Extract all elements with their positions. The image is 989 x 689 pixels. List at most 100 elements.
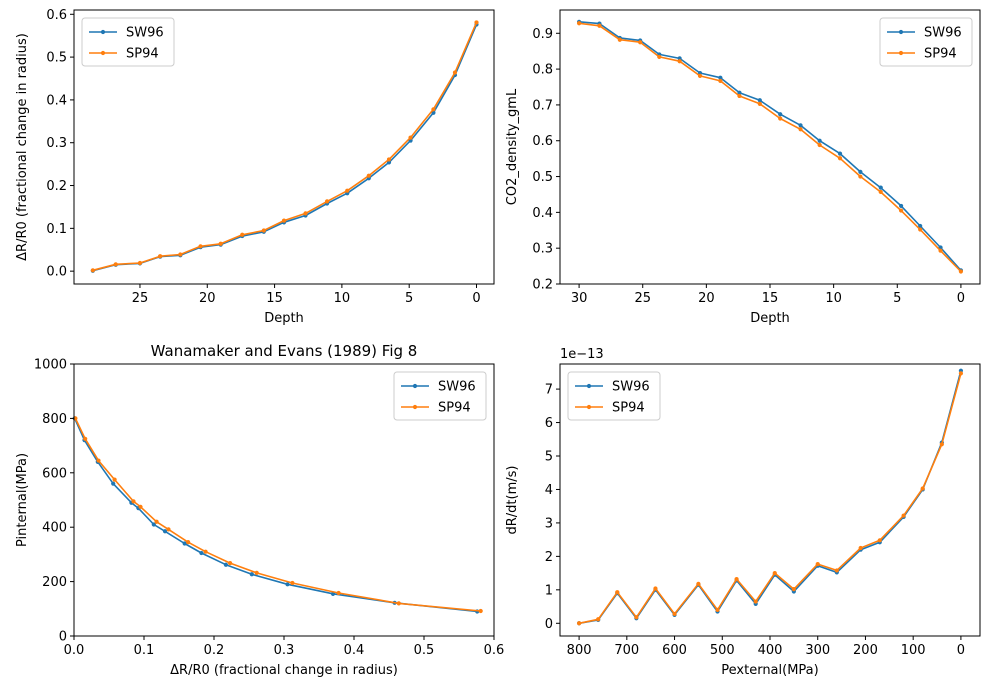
data-point xyxy=(178,252,183,257)
data-point xyxy=(877,538,882,543)
data-point xyxy=(715,607,720,613)
data-point xyxy=(408,135,413,140)
data-point xyxy=(858,169,863,174)
legend-label-sw96: SW96 xyxy=(126,26,164,41)
x-tick-label: 700 xyxy=(614,643,639,658)
data-point xyxy=(958,269,964,274)
data-point xyxy=(918,227,923,232)
data-point xyxy=(837,151,843,156)
x-tick-label: 500 xyxy=(710,643,735,658)
data-point xyxy=(345,188,350,193)
data-point xyxy=(837,156,843,161)
x-axis-label: ΔR/R0 (fractional change in radius) xyxy=(170,663,398,678)
y-axis-label: CO2_density_gmL xyxy=(505,88,520,205)
data-point xyxy=(697,73,703,79)
y-tick-label: 3 xyxy=(545,516,553,531)
x-tick-label: 15 xyxy=(266,291,283,306)
x-tick-label: 0 xyxy=(957,643,965,658)
legend: SW96 SP94 xyxy=(393,371,487,421)
legend-marker xyxy=(898,50,904,56)
legend-marker xyxy=(100,29,106,35)
x-tick-label: 0.3 xyxy=(274,643,295,658)
data-point xyxy=(131,499,136,504)
legend-marker xyxy=(586,383,592,389)
data-point xyxy=(791,587,796,592)
data-point xyxy=(111,481,116,486)
data-point xyxy=(778,116,783,121)
data-point xyxy=(958,371,964,376)
x-tick-label: 20 xyxy=(698,291,715,306)
legend-box xyxy=(393,371,487,421)
y-tick-label: 600 xyxy=(42,466,67,481)
x-tick-label: 25 xyxy=(132,291,149,306)
data-point xyxy=(878,185,883,190)
data-point xyxy=(281,218,287,223)
data-point xyxy=(452,70,458,75)
legend-marker xyxy=(586,404,592,410)
x-tick-label: 600 xyxy=(662,643,687,658)
legend-marker xyxy=(412,383,418,389)
data-point xyxy=(597,23,602,28)
data-point xyxy=(753,599,758,604)
y-tick-label: 0 xyxy=(59,630,67,645)
data-point xyxy=(918,223,923,229)
data-point xyxy=(162,529,168,534)
data-point xyxy=(366,173,371,178)
legend: SW96 SP94 xyxy=(81,17,175,67)
data-point xyxy=(757,101,762,106)
data-point xyxy=(898,203,904,209)
data-point xyxy=(254,570,259,575)
data-point xyxy=(112,477,117,482)
chart-panel-2: 30 25 20 15 10 5 0 0.2 0.3 0.4 0.5 0.6 0.7 0.8 0.9 Dept… xyxy=(505,9,981,326)
x-axis-label: Pexternal(MPa) xyxy=(721,663,818,678)
legend-label-sp94: SP94 xyxy=(438,401,471,416)
legend-label-sp94: SP94 xyxy=(612,401,645,416)
y-tick-label: 2 xyxy=(545,550,553,565)
axes-frame xyxy=(73,9,495,285)
data-point xyxy=(474,20,479,25)
chart-title: Wanamaker and Evans (1989) Fig 8 xyxy=(151,342,418,360)
data-point xyxy=(718,75,723,80)
x-tick-label: 10 xyxy=(825,291,842,306)
x-tick-label: 0 xyxy=(472,291,480,306)
data-point xyxy=(920,486,925,491)
data-point xyxy=(303,211,308,216)
x-tick-label: 100 xyxy=(901,643,926,658)
y-tick-label: 0.5 xyxy=(46,51,67,66)
x-tick-label: 0.1 xyxy=(134,643,155,658)
data-point xyxy=(386,160,392,165)
data-point xyxy=(634,615,639,620)
data-point xyxy=(615,590,620,595)
data-point xyxy=(737,93,742,99)
data-point xyxy=(90,268,95,273)
legend-label-sw96: SW96 xyxy=(612,380,650,395)
data-point xyxy=(198,244,203,249)
x-tick-label: 5 xyxy=(893,291,901,306)
data-point xyxy=(186,540,191,545)
legend-label-sp94: SP94 xyxy=(924,47,957,62)
legend-marker xyxy=(898,29,904,35)
x-tick-label: 0.0 xyxy=(64,643,85,658)
data-point xyxy=(166,527,171,532)
legend: SW96 SP94 xyxy=(567,371,661,421)
series-line-sp94 xyxy=(579,22,962,273)
series-line-sp94 xyxy=(74,418,481,612)
data-point xyxy=(396,601,401,606)
x-tick-label: 25 xyxy=(634,291,651,306)
data-point xyxy=(878,189,883,195)
series-line-sp94 xyxy=(578,373,962,625)
data-point xyxy=(834,568,839,573)
data-point xyxy=(199,550,204,556)
y-axis-label: dR/dt(m/s) xyxy=(505,466,520,535)
y-axis-label: ΔR/R0 (fractional change in radius) xyxy=(15,33,30,261)
data-point xyxy=(638,40,643,45)
y-tick-label: 0.7 xyxy=(532,98,553,113)
data-point xyxy=(240,232,245,237)
legend-label-sw96: SW96 xyxy=(924,26,962,41)
chart-panel-4: 800 700 600 500 400 300 200 100 0 0 1 2 3 4 5 6 7 Pextern… xyxy=(505,347,981,678)
y-tick-label: 0.6 xyxy=(532,134,553,149)
data-point xyxy=(718,78,723,84)
x-axis-label: Depth xyxy=(750,311,790,326)
y-tick-label: 0.2 xyxy=(532,278,553,293)
